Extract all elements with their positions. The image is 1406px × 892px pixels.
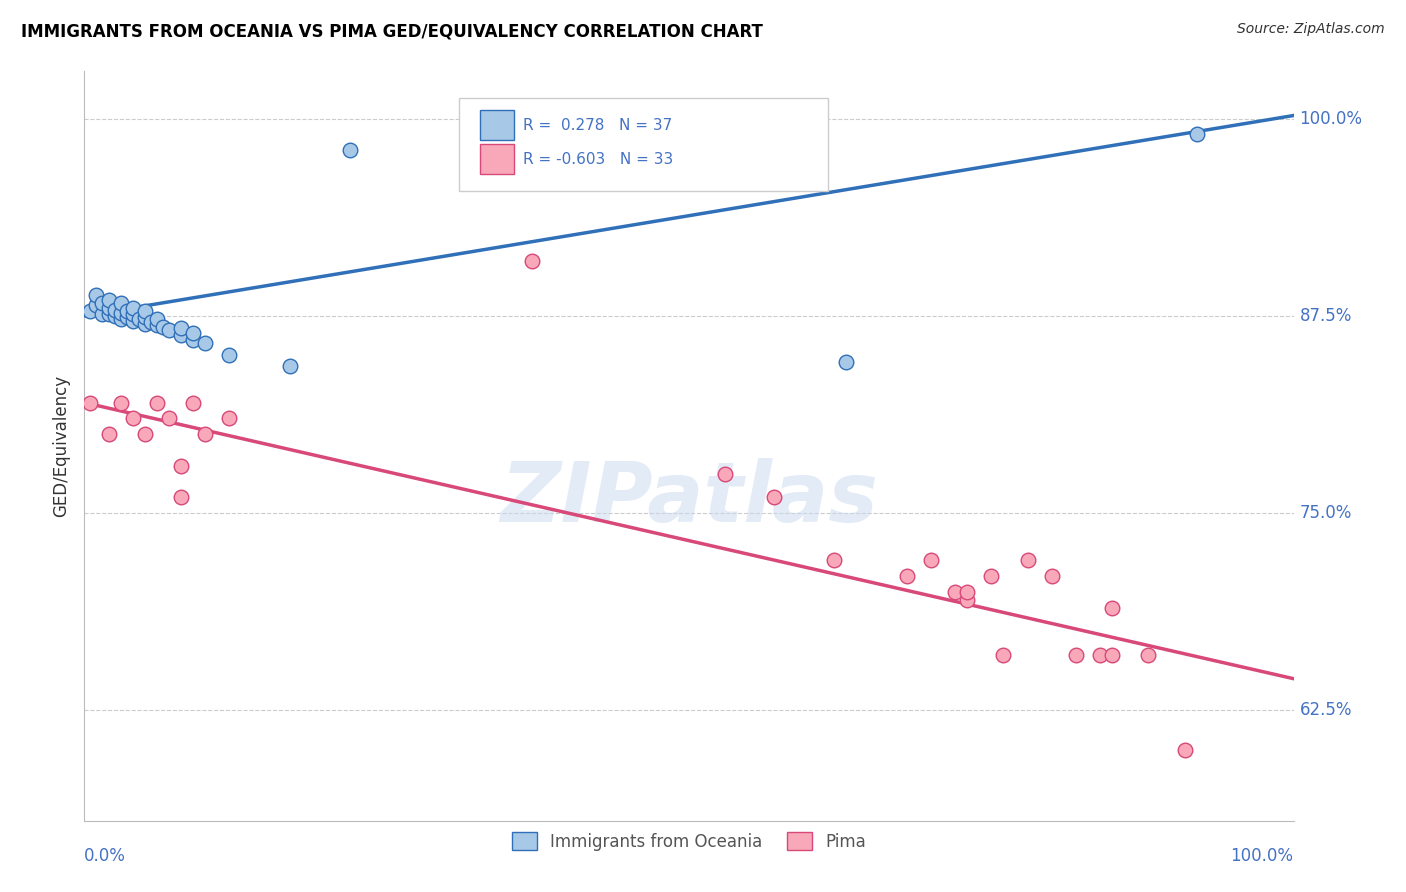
Point (896, 569, 918, 583)
Point (110, 395, 132, 409)
Text: 100.0%: 100.0% (1299, 110, 1362, 128)
Point (1174, 742, 1197, 756)
Point (714, 467, 737, 481)
Point (1185, 885, 1208, 892)
Text: 75.0%: 75.0% (1299, 504, 1353, 522)
Text: 62.5%: 62.5% (1299, 701, 1353, 719)
Point (115, 304, 138, 318)
Point (110, 296, 132, 310)
Point (181, 333, 204, 347)
Point (121, 307, 143, 321)
Point (980, 569, 1002, 583)
FancyBboxPatch shape (479, 144, 513, 174)
Point (170, 321, 193, 335)
Point (943, 585, 966, 599)
Point (104, 302, 127, 317)
Point (110, 306, 132, 320)
Text: 100.0%: 100.0% (1230, 847, 1294, 865)
Point (218, 348, 240, 362)
Point (1185, 128, 1208, 142)
Point (146, 318, 169, 333)
Point (121, 411, 143, 425)
Point (97, 293, 120, 307)
Point (194, 335, 217, 350)
Point (1088, 648, 1111, 662)
Point (79, 395, 101, 409)
Point (278, 359, 301, 374)
Point (110, 312, 132, 326)
Point (128, 312, 150, 326)
Point (1064, 648, 1087, 662)
Point (1174, 885, 1197, 892)
Y-axis label: GED/Equivalency: GED/Equivalency (52, 375, 70, 517)
Point (823, 553, 845, 567)
Point (181, 395, 204, 409)
Point (835, 354, 858, 368)
Point (762, 490, 785, 504)
Text: ZIPatlas: ZIPatlas (501, 458, 877, 539)
Point (97, 307, 120, 321)
Point (97, 427, 120, 442)
Text: 0.0%: 0.0% (84, 847, 127, 865)
Point (520, 253, 543, 268)
Point (993, 648, 1015, 662)
Text: Source: ZipAtlas.com: Source: ZipAtlas.com (1237, 22, 1385, 37)
Point (146, 312, 169, 326)
Point (1137, 648, 1160, 662)
Point (121, 313, 143, 327)
Point (181, 326, 204, 341)
Point (97, 301, 120, 315)
Point (956, 585, 979, 599)
Text: IMMIGRANTS FROM OCEANIA VS PIMA GED/EQUIVALENCY CORRELATION CHART: IMMIGRANTS FROM OCEANIA VS PIMA GED/EQUI… (21, 22, 763, 40)
Point (157, 323, 180, 337)
Point (218, 411, 240, 425)
Point (134, 310, 156, 325)
Point (91, 296, 114, 310)
Point (956, 592, 979, 607)
Point (1101, 648, 1123, 662)
Point (86, 298, 108, 312)
Point (79, 304, 101, 318)
Point (134, 317, 156, 331)
Point (134, 304, 156, 318)
Point (920, 553, 942, 567)
Point (194, 427, 217, 442)
Point (121, 301, 143, 315)
Point (1040, 569, 1063, 583)
Text: 87.5%: 87.5% (1299, 307, 1353, 325)
Legend: Immigrants from Oceania, Pima: Immigrants from Oceania, Pima (505, 826, 873, 857)
Point (104, 309, 127, 323)
Text: R = -0.603   N = 33: R = -0.603 N = 33 (523, 152, 673, 167)
Point (134, 427, 156, 442)
Point (146, 395, 169, 409)
Point (139, 315, 162, 329)
Point (1101, 600, 1123, 615)
Point (157, 411, 180, 425)
Point (170, 327, 193, 342)
Point (115, 310, 138, 325)
Point (86, 288, 108, 302)
FancyBboxPatch shape (479, 111, 513, 140)
Point (339, 143, 361, 157)
Point (170, 490, 193, 504)
FancyBboxPatch shape (460, 97, 828, 191)
Point (1017, 553, 1039, 567)
Point (91, 307, 114, 321)
Text: R =  0.278   N = 37: R = 0.278 N = 37 (523, 118, 672, 133)
Point (152, 319, 174, 334)
Point (170, 458, 193, 473)
